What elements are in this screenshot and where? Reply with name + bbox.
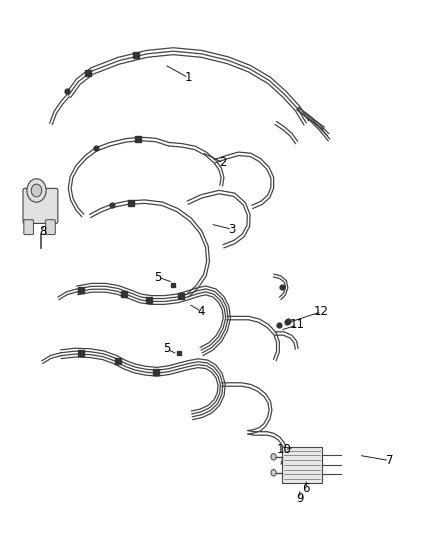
FancyBboxPatch shape: [46, 220, 55, 235]
Circle shape: [27, 179, 46, 202]
Text: 9: 9: [296, 492, 304, 505]
Text: 2: 2: [219, 156, 227, 169]
Text: 10: 10: [277, 443, 292, 456]
Circle shape: [271, 454, 276, 460]
Text: 5: 5: [163, 342, 170, 356]
Text: 5: 5: [154, 271, 162, 284]
Circle shape: [271, 470, 276, 476]
Text: 1: 1: [185, 71, 192, 84]
Bar: [283, 447, 321, 483]
Text: 12: 12: [314, 305, 329, 318]
FancyBboxPatch shape: [24, 220, 33, 235]
FancyBboxPatch shape: [23, 188, 58, 223]
Text: 11: 11: [290, 319, 305, 332]
Text: 3: 3: [228, 223, 236, 236]
Text: 6: 6: [303, 482, 310, 495]
Text: 7: 7: [385, 454, 393, 467]
Text: 8: 8: [39, 225, 47, 238]
Text: 4: 4: [198, 305, 205, 318]
Circle shape: [31, 184, 42, 197]
